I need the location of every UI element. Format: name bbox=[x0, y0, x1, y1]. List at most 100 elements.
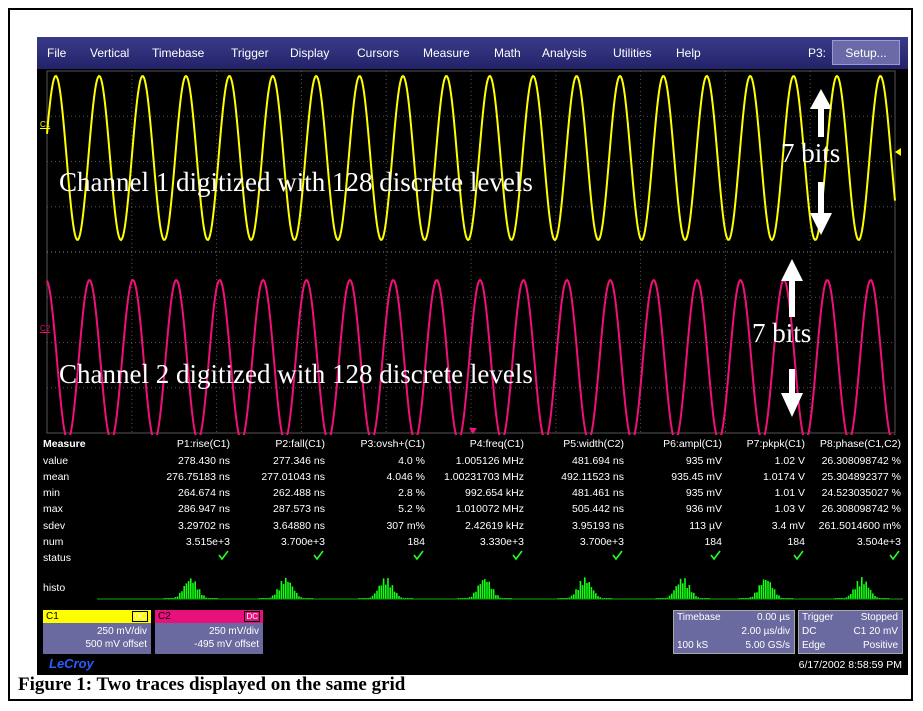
timebase-title: Timebase bbox=[677, 612, 721, 623]
histo-bar bbox=[861, 577, 863, 599]
histo-bar bbox=[682, 583, 684, 599]
histo-bar bbox=[761, 585, 763, 599]
histo-bar bbox=[493, 589, 495, 599]
histo-bar bbox=[577, 590, 579, 599]
measure-value: 307 m% bbox=[386, 520, 425, 532]
column-header: P1:rise(C1) bbox=[177, 438, 230, 450]
histo-bar bbox=[689, 585, 691, 599]
histo-bar bbox=[591, 587, 593, 599]
measure-value: 261.5014600 m% bbox=[819, 520, 901, 532]
status-check bbox=[219, 551, 228, 559]
histo-bar bbox=[756, 592, 758, 599]
row-label: max bbox=[43, 503, 63, 515]
column-header: P5:width(C2) bbox=[563, 438, 624, 450]
status-check bbox=[314, 551, 323, 559]
trigger-coupling: DC bbox=[802, 626, 816, 637]
measure-value: 287.573 ns bbox=[273, 503, 325, 515]
arrows bbox=[37, 37, 908, 437]
histo-bar bbox=[186, 583, 188, 599]
histo-bar bbox=[285, 578, 287, 599]
measure-value: 3.64880 ns bbox=[273, 520, 325, 532]
histo-bar bbox=[287, 582, 289, 599]
histo-bar bbox=[477, 586, 479, 599]
histo-bar bbox=[691, 592, 693, 599]
measure-value: 1.03 V bbox=[775, 503, 805, 515]
histo-bar bbox=[595, 593, 597, 599]
measure-value: 25.304892377 % bbox=[822, 471, 901, 483]
measure-value: 3.95193 ns bbox=[572, 520, 624, 532]
measure-value: 1.005126 MHz bbox=[456, 455, 524, 467]
coupling: DC bbox=[132, 611, 148, 622]
column-header: P3:ovsh+(C1) bbox=[361, 438, 426, 450]
measure-value: 2.8 % bbox=[398, 487, 425, 499]
histo-bar bbox=[378, 586, 380, 599]
histo-bar bbox=[381, 585, 383, 599]
histo-bar bbox=[872, 593, 874, 599]
measure-value: 936 mV bbox=[686, 503, 722, 515]
histo-bar bbox=[776, 595, 778, 599]
measure-value: 262.488 ns bbox=[273, 487, 325, 499]
histo-bar bbox=[276, 589, 278, 599]
histo-bar bbox=[588, 582, 590, 599]
histo-bar bbox=[571, 596, 573, 599]
histo-bar bbox=[593, 590, 595, 599]
histo-bar bbox=[754, 593, 756, 599]
histo-bar bbox=[778, 595, 780, 599]
histo-bar bbox=[294, 591, 296, 599]
measure-value: 505.442 ns bbox=[572, 503, 624, 515]
column-header: P8:phase(C1,C2) bbox=[820, 438, 901, 450]
histo-bar bbox=[387, 578, 389, 599]
measure-value: 264.674 ns bbox=[178, 487, 230, 499]
histo-bar bbox=[680, 579, 682, 599]
histo-bar bbox=[863, 584, 865, 599]
histo-bar bbox=[675, 586, 677, 599]
histo-bar bbox=[584, 577, 586, 599]
histo-bar bbox=[394, 592, 396, 599]
measure-value: 3.29702 ns bbox=[178, 520, 230, 532]
row-label: sdev bbox=[43, 520, 65, 532]
time-scale: 2.00 µs/div bbox=[741, 626, 790, 637]
measure-value: 26.308098742 % bbox=[822, 455, 901, 467]
trigger-state: Stopped bbox=[861, 612, 898, 623]
histo-bar bbox=[859, 586, 861, 599]
histo-bar bbox=[289, 583, 291, 599]
offset: 500 mV offset bbox=[85, 639, 147, 650]
histo-bar bbox=[497, 595, 499, 599]
histo-bar bbox=[484, 579, 486, 599]
histo-bar bbox=[865, 582, 867, 599]
histo-bar bbox=[283, 584, 285, 599]
channel-box: C2 DC 250 mV/div -495 mV offset bbox=[155, 610, 263, 654]
column-header: P2:fall(C1) bbox=[275, 438, 325, 450]
row-label: value bbox=[43, 455, 68, 467]
histo-bar bbox=[179, 593, 181, 599]
datetime: 6/17/2002 8:58:59 PM bbox=[799, 659, 902, 671]
histo-bar bbox=[192, 583, 194, 599]
histo-bar bbox=[573, 594, 575, 599]
histo-bar bbox=[292, 586, 294, 599]
histo-bar bbox=[495, 595, 497, 599]
histo-bar bbox=[769, 582, 771, 599]
histo-bar bbox=[203, 595, 205, 599]
scale: 250 mV/div bbox=[209, 626, 259, 637]
histo-bar bbox=[482, 580, 484, 599]
status-check bbox=[613, 551, 622, 559]
measure-value: 4.0 % bbox=[398, 455, 425, 467]
histo-bar bbox=[758, 585, 760, 599]
histo-bar bbox=[772, 588, 774, 599]
histo-bar bbox=[580, 581, 582, 599]
status-check bbox=[794, 551, 803, 559]
caption: Figure 1: Two traces displayed on the sa… bbox=[18, 674, 405, 696]
histo-bar bbox=[854, 589, 856, 599]
histo-bar bbox=[374, 593, 376, 599]
status-check bbox=[711, 551, 720, 559]
measure-value: 277.01043 ns bbox=[261, 471, 325, 483]
histo-bar bbox=[389, 587, 391, 599]
histo-bar bbox=[848, 596, 850, 599]
timebase-box: Timebase 0.00 µs 2.00 µs/div 100 kS 5.00… bbox=[673, 610, 795, 654]
measure-value: 1.0174 V bbox=[763, 471, 805, 483]
histo-bar bbox=[870, 590, 872, 599]
histo-bar bbox=[488, 582, 490, 599]
histo-bar bbox=[272, 595, 274, 599]
